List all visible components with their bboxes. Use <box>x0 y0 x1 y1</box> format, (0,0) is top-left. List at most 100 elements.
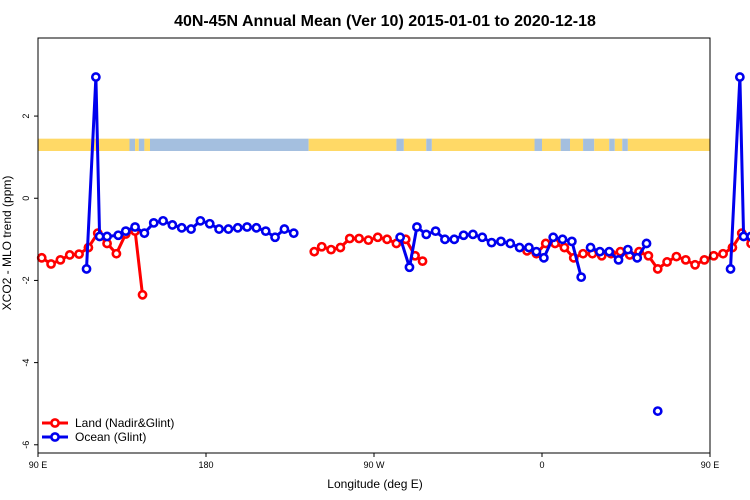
data-point-ocean <box>148 218 159 228</box>
data-point-ocean <box>270 232 280 243</box>
data-point-ocean <box>548 232 559 243</box>
band-segment-ocean <box>150 138 309 151</box>
data-point-ocean <box>505 238 516 249</box>
data-point-land <box>372 232 383 243</box>
data-point-land <box>671 251 682 262</box>
band-segment-land <box>403 138 427 151</box>
data-point-ocean <box>557 234 568 245</box>
x-tick-label: 0 <box>539 460 544 470</box>
x-axis-label: Longitude (deg E) <box>327 477 422 491</box>
legend-swatch-marker <box>50 418 60 428</box>
data-point-ocean <box>538 252 549 263</box>
data-point-ocean <box>102 231 112 242</box>
data-point-ocean <box>186 224 196 234</box>
series-ocean <box>81 72 750 416</box>
data-point-ocean <box>725 264 736 274</box>
data-point-ocean <box>288 228 299 239</box>
legend-label: Land (Nadir&Glint) <box>75 416 174 430</box>
data-point-ocean <box>167 220 178 230</box>
series-line-ocean <box>729 75 750 269</box>
data-point-ocean <box>120 226 131 237</box>
data-point-ocean <box>242 222 252 232</box>
data-point-land <box>64 250 75 260</box>
data-point-ocean <box>204 218 215 229</box>
data-point-ocean <box>232 222 243 233</box>
data-point-land <box>652 264 663 274</box>
band-segment-ocean <box>560 138 570 151</box>
data-point-land <box>111 248 122 259</box>
data-point-ocean <box>576 272 587 283</box>
data-point-land <box>643 250 654 261</box>
data-point-ocean <box>468 229 478 240</box>
data-point-land <box>746 238 750 249</box>
legend-swatch-marker <box>50 432 60 442</box>
data-point-ocean <box>514 242 525 253</box>
series-line-ocean <box>85 75 295 269</box>
data-point-land <box>662 257 672 267</box>
legend-item-ocean: Ocean (Glint) <box>42 430 146 444</box>
band-segment-ocean <box>129 138 136 151</box>
band-segment-ocean <box>426 138 432 151</box>
y-tick-label: -6 <box>21 441 31 449</box>
data-point-land <box>74 249 84 260</box>
data-point-ocean <box>524 242 534 253</box>
data-point-ocean <box>449 234 460 245</box>
data-point-ocean <box>622 244 633 255</box>
legend-label: Ocean (Glint) <box>75 430 146 444</box>
data-point-ocean <box>251 222 262 233</box>
data-point-land <box>578 248 588 259</box>
x-tick-label: 90 E <box>29 460 48 470</box>
data-point-land <box>55 254 66 265</box>
data-point-ocean <box>421 229 432 240</box>
band-segment-land <box>308 138 397 151</box>
data-point-land <box>344 233 355 244</box>
data-point-ocean <box>223 224 234 234</box>
band-segment-land <box>38 138 130 151</box>
y-axis: 2 0 -2 -4 -6 <box>21 114 38 449</box>
plot-frame <box>37 37 711 454</box>
x-tick-label: 180 <box>198 460 213 470</box>
data-point-ocean <box>176 222 187 233</box>
data-point-land <box>718 248 728 259</box>
data-point-ocean <box>652 406 663 416</box>
y-tick-label: -2 <box>21 276 31 284</box>
data-point-ocean <box>260 226 271 237</box>
data-point-ocean <box>486 237 497 248</box>
band-segment-land <box>144 138 150 151</box>
data-point-land <box>559 242 570 253</box>
data-point-ocean <box>531 246 542 257</box>
data-point-ocean <box>641 238 652 249</box>
data-point-land <box>363 235 374 246</box>
data-point-land <box>36 252 47 263</box>
y-axis-label: XCO2 - MLO trend (ppm) <box>0 176 14 311</box>
band-segment-ocean <box>534 138 542 151</box>
data-point-land <box>690 259 700 270</box>
data-point-ocean <box>130 222 140 232</box>
data-point-ocean <box>746 231 750 242</box>
data-point-ocean <box>496 236 506 247</box>
data-point-ocean <box>632 252 643 263</box>
data-point-land <box>46 259 56 269</box>
band-segment-ocean <box>138 138 145 151</box>
data-point-ocean <box>113 230 124 241</box>
band-segment-land <box>431 138 535 151</box>
legend-item-land: Land (Nadir&Glint) <box>42 416 174 430</box>
band-segment-ocean <box>609 138 615 151</box>
data-point-land <box>137 289 148 300</box>
data-point-ocean <box>585 242 596 253</box>
data-point-land <box>335 242 346 253</box>
data-point-ocean <box>566 236 577 247</box>
series-land <box>36 226 750 300</box>
data-point-ocean <box>430 226 441 237</box>
data-point-ocean <box>613 254 624 265</box>
data-point-land <box>326 244 336 255</box>
band-segment-land <box>570 138 584 151</box>
y-tick-label: -4 <box>21 359 31 367</box>
data-point-land <box>699 254 710 265</box>
data-point-ocean <box>412 222 422 232</box>
data-point-ocean <box>279 224 290 234</box>
y-tick-label: 2 <box>21 114 31 119</box>
chart-title: 40N-45N Annual Mean (Ver 10) 2015-01-01 … <box>174 13 596 30</box>
band-segment-land <box>135 138 139 151</box>
